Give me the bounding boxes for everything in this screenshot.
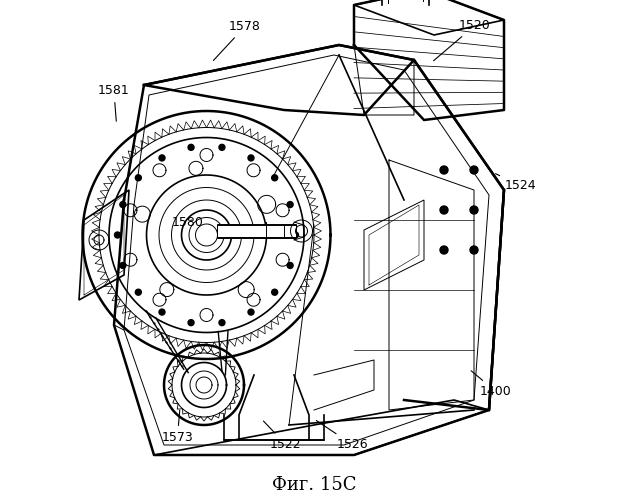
Text: 1520: 1520 <box>433 19 490 60</box>
Text: 1524: 1524 <box>495 174 536 192</box>
Text: Фиг. 15C: Фиг. 15C <box>272 476 356 494</box>
Circle shape <box>248 155 254 161</box>
Circle shape <box>248 309 254 315</box>
Circle shape <box>287 262 293 268</box>
Circle shape <box>219 320 225 326</box>
Text: 1526: 1526 <box>317 420 368 451</box>
Circle shape <box>440 246 448 254</box>
Circle shape <box>272 175 278 181</box>
Circle shape <box>159 309 165 315</box>
FancyBboxPatch shape <box>217 224 296 238</box>
Circle shape <box>159 155 165 161</box>
Circle shape <box>293 232 298 238</box>
Circle shape <box>470 206 478 214</box>
Circle shape <box>440 166 448 174</box>
Circle shape <box>470 246 478 254</box>
Circle shape <box>188 320 194 326</box>
Circle shape <box>135 289 141 295</box>
Circle shape <box>287 202 293 207</box>
Text: 1580: 1580 <box>172 216 204 229</box>
Circle shape <box>188 144 194 150</box>
Circle shape <box>272 289 278 295</box>
Circle shape <box>470 166 478 174</box>
Circle shape <box>440 206 448 214</box>
Circle shape <box>219 144 225 150</box>
Circle shape <box>120 262 126 268</box>
Text: 1578: 1578 <box>214 20 261 60</box>
Circle shape <box>114 232 121 238</box>
Text: 1522: 1522 <box>263 421 301 451</box>
Text: 1573: 1573 <box>161 410 193 444</box>
Circle shape <box>135 175 141 181</box>
Text: 1581: 1581 <box>98 84 130 121</box>
Circle shape <box>120 202 126 207</box>
Text: 1400: 1400 <box>471 371 512 398</box>
